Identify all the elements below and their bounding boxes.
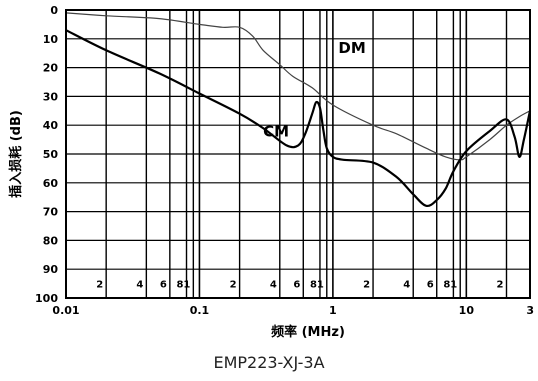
- series-label-cm: CM: [263, 123, 289, 141]
- y-tick-label: 0: [50, 4, 58, 17]
- y-tick-label: 60: [43, 177, 59, 190]
- y-axis-label: 插入损耗 (dB): [8, 110, 24, 198]
- y-tick-label: 100: [35, 292, 58, 305]
- series-labels: DM CM: [263, 39, 366, 141]
- series-lines: [65, 12, 532, 208]
- x-minor-tick-label: 2: [363, 280, 370, 291]
- x-major-tick-label: 10: [459, 304, 475, 317]
- plot-frame: [65, 9, 531, 299]
- x-minor-tick-label: 1: [183, 280, 190, 291]
- y-tick-label: 50: [43, 148, 59, 161]
- x-major-tick-label: 0.01: [52, 304, 79, 317]
- x-minor-tick-label: 1: [317, 280, 324, 291]
- x-minor-tick-label: 4: [270, 280, 277, 291]
- x-minor-tick-label: 6: [160, 280, 167, 291]
- x-major-tick-label: 1: [329, 304, 337, 317]
- x-minor-tick-label: 6: [427, 280, 434, 291]
- x-minor-tick-label: 2: [497, 280, 504, 291]
- x-minor-tick-label: 8: [177, 280, 184, 291]
- y-tick-label: 70: [43, 206, 59, 219]
- y-tick-label: 30: [43, 90, 59, 103]
- model-caption: EMP223-XJ-3A: [213, 353, 325, 372]
- x-minor-tick-label: 6: [293, 280, 300, 291]
- series-label-dm: DM: [338, 39, 365, 57]
- x-minor-tick-label: 8: [443, 280, 450, 291]
- x-axis-label: 频率 (MHz): [271, 324, 345, 340]
- y-tick-label: 90: [43, 263, 59, 276]
- y-tick-label: 20: [43, 62, 59, 75]
- series-line-dm: [65, 12, 531, 161]
- x-minor-tick-label: 4: [136, 280, 143, 291]
- x-major-tick-label: 3: [526, 304, 534, 317]
- series-line-cm: [65, 29, 532, 208]
- x-minor-tick-label: 8: [310, 280, 317, 291]
- grid: [66, 10, 530, 298]
- y-tick-label: 10: [43, 33, 59, 46]
- x-minor-tick-label: 2: [230, 280, 237, 291]
- x-minor-tick-label: 4: [403, 280, 410, 291]
- x-major-tick-label: 0.1: [190, 304, 210, 317]
- y-tick-label: 80: [43, 234, 59, 247]
- x-minor-tick-label: 1: [450, 280, 457, 291]
- y-tick-label: 40: [43, 119, 59, 132]
- x-minor-tick-label: 2: [96, 280, 103, 291]
